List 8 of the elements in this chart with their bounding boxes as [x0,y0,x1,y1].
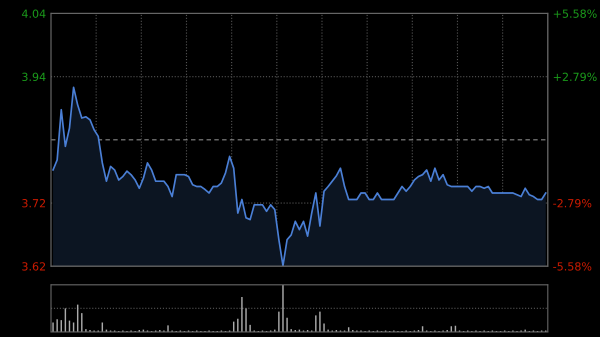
y2-tick-label: +2.79% [554,72,597,82]
y-tick-label: 3.94 [22,72,46,82]
y2-tick-label: -5.58% [553,262,592,271]
y2-tick-label: -2.79% [553,199,592,208]
y-tick-label: 3.62 [22,262,46,271]
y2-tick-label: +5.58% [554,9,597,18]
y-tick-label: 3.72 [22,199,46,208]
y-tick-label: 4.04 [22,9,46,18]
